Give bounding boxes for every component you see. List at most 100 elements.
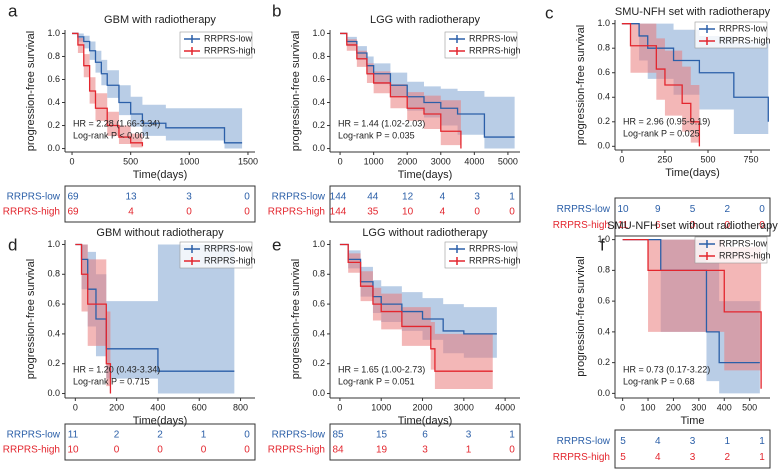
risk-count: 85 (332, 429, 344, 440)
risk-count: 1 (466, 445, 472, 456)
risk-count: 15 (376, 429, 388, 440)
risk-count: 0 (509, 207, 515, 218)
x-tick-label: 300 (691, 402, 706, 412)
risk-count: 5 (620, 436, 626, 447)
risk-count: 0 (724, 220, 730, 231)
risk-count: 4 (128, 207, 134, 218)
x-tick-label: 0 (338, 156, 343, 166)
survival-curve (339, 243, 497, 335)
chart-title: SMU-NFH set without radiotherapy (607, 220, 778, 232)
risk-count: 5 (620, 452, 626, 463)
x-tick-label: 800 (233, 402, 248, 412)
risk-count: 3 (690, 436, 696, 447)
y-tick-label: 0.0 (312, 143, 325, 153)
risk-row-label: RRPRS-low (557, 436, 611, 447)
y-tick-label: 0.2 (597, 116, 610, 126)
risk-count: 5 (690, 204, 696, 215)
legend-label: RRPRS-high (719, 35, 771, 45)
y-tick-label: 1.0 (312, 239, 325, 249)
risk-count: 11 (618, 220, 629, 231)
chart-title: LGG without radiotherapy (362, 227, 488, 239)
risk-count: 0 (157, 445, 163, 456)
x-tick-label: 600 (192, 402, 207, 412)
legend-label: RRPRS-high (469, 255, 521, 265)
y-tick-label: 0.6 (597, 295, 610, 305)
x-tick-label: 4000 (495, 402, 515, 412)
x-axis-label: Time (680, 415, 704, 427)
risk-count: 0 (201, 445, 207, 456)
risk-count: 84 (332, 445, 344, 456)
annotation: Log-rank P = 0.68 (623, 376, 695, 386)
panel-letter: d (8, 235, 17, 254)
chart-title: GBM with radiotherapy (104, 14, 216, 26)
panel: b LGG with radiotherapy 0.0 0.2 0.4 0.6 0.8 1.0… (268, 1, 521, 223)
risk-table-box (64, 185, 256, 223)
y-tick-label: 1.0 (597, 18, 610, 28)
y-tick-label: 1.0 (47, 28, 60, 38)
x-axis-label: Time(days) (398, 169, 453, 181)
risk-table-box (614, 429, 771, 469)
y-tick-label: 0.4 (47, 97, 60, 107)
risk-table-box (64, 423, 256, 461)
risk-count: 0 (244, 191, 250, 202)
risk-count: 3 (466, 429, 472, 440)
confidence-band (621, 23, 700, 147)
risk-count: 1 (724, 436, 730, 447)
x-tick-label: 0 (73, 402, 78, 412)
legend-label: RRPRS-high (469, 45, 521, 55)
risk-count: 4 (440, 191, 446, 202)
confidence-band (622, 239, 762, 394)
y-axis-label: progression-free survival (25, 31, 37, 151)
y-tick-label: 0.8 (597, 43, 610, 53)
risk-count: 0 (474, 207, 480, 218)
y-axis-label: progression-free survival (575, 25, 587, 145)
y-tick-label: 0.2 (597, 357, 610, 367)
survival-curve (339, 243, 493, 372)
risk-count: 2 (724, 204, 730, 215)
confidence-band (75, 244, 235, 394)
risk-table-box (329, 185, 521, 223)
y-tick-label: 0.4 (312, 328, 325, 338)
risk-count: 3 (690, 452, 696, 463)
risk-count: 3 (422, 445, 428, 456)
panel: a GBM with radiotherapy 0.0 0.2 0.4 0.6 0.8 1.0… (3, 1, 258, 223)
risk-count: 3 (186, 191, 192, 202)
y-tick-label: 0.4 (597, 92, 610, 102)
x-tick-label: 3000 (431, 156, 451, 166)
risk-count: 35 (367, 207, 379, 218)
risk-count: 11 (68, 429, 79, 440)
survival-curve (621, 23, 701, 147)
panel: c SMU-NFH set with radiotherapy 0.0 0.2 0.4 0… (545, 3, 771, 237)
risk-count: 4 (655, 436, 661, 447)
y-axis-label: progression-free survival (25, 259, 37, 379)
x-tick-label: 1000 (371, 402, 391, 412)
risk-count: 1 (201, 429, 207, 440)
risk-count: 0 (509, 445, 515, 456)
legend-label: RRPRS-low (204, 33, 253, 43)
x-tick-label: 5000 (498, 156, 518, 166)
survival-curve (621, 23, 769, 122)
x-tick-label: 200 (666, 402, 681, 412)
survival-curve (75, 243, 112, 394)
legend-label: RRPRS-low (719, 238, 768, 248)
confidence-band (340, 33, 515, 149)
x-axis-label: Time(days) (398, 415, 453, 427)
confidence-band (72, 33, 143, 149)
y-tick-label: 0.0 (312, 388, 325, 398)
chart-title: LGG with radiotherapy (370, 14, 481, 26)
x-tick-label: 0 (70, 156, 75, 166)
risk-count: 1 (759, 436, 765, 447)
y-tick-label: 1.0 (597, 234, 610, 244)
chart-title: GBM without radiotherapy (96, 227, 224, 239)
y-tick-label: 0.4 (597, 326, 610, 336)
y-tick-label: 0.6 (312, 74, 325, 84)
confidence-band (340, 33, 461, 149)
risk-count: 0 (244, 445, 250, 456)
risk-count: 0 (759, 204, 765, 215)
risk-count: 144 (330, 191, 347, 202)
y-tick-label: 0.8 (312, 269, 325, 279)
x-axis-label: Time(days) (133, 415, 188, 427)
panel: d GBM without radiotherapy 0.0 0.2 0.4 0.6 0.8… (3, 227, 256, 461)
panel: e LGG without radiotherapy 0.0 0.2 0.4 0.6 0.8… (268, 227, 521, 461)
risk-count: 2 (724, 452, 730, 463)
